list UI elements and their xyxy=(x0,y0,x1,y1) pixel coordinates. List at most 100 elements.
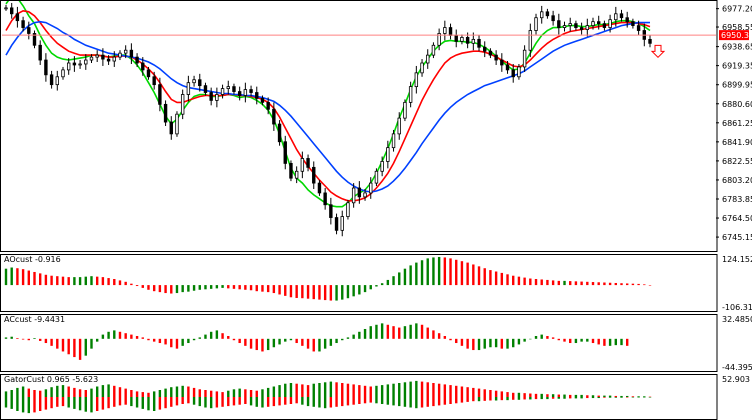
candle-body xyxy=(237,91,242,96)
histogram-bar xyxy=(551,280,555,286)
candle-body xyxy=(44,59,48,76)
histogram-bar xyxy=(56,276,59,286)
histogram-bar xyxy=(409,265,412,286)
histogram-bar xyxy=(4,397,8,408)
histogram-bar xyxy=(534,278,538,286)
histogram-bar xyxy=(614,395,618,397)
histogram-bar xyxy=(95,276,99,286)
candle-body xyxy=(522,49,527,68)
histogram-bar xyxy=(551,394,555,397)
histogram-bar xyxy=(238,285,241,290)
candle-body xyxy=(460,37,464,42)
candle-body xyxy=(38,44,42,61)
histogram-bar xyxy=(563,397,566,399)
candle xyxy=(636,20,641,36)
candle-body xyxy=(346,202,350,217)
candle-body xyxy=(477,38,481,48)
histogram-bar xyxy=(534,336,538,339)
histogram-bar xyxy=(107,397,110,409)
histogram-bar xyxy=(56,397,59,407)
histogram-bar xyxy=(455,338,458,344)
histogram-bar xyxy=(152,285,156,292)
histogram-bar xyxy=(460,338,464,346)
histogram-bar xyxy=(648,397,652,398)
histogram-bar xyxy=(489,338,492,348)
histogram-bar xyxy=(540,334,543,339)
histogram-bar xyxy=(341,397,344,407)
candle-body xyxy=(198,79,202,87)
panel-frame xyxy=(0,0,718,252)
histogram-bar xyxy=(95,386,99,397)
histogram-bar xyxy=(432,330,435,339)
candle-body xyxy=(78,63,82,66)
candle xyxy=(443,20,447,41)
histogram-bar xyxy=(73,277,76,286)
histogram-bar xyxy=(84,390,87,397)
histogram-bar xyxy=(266,387,270,397)
candle xyxy=(483,41,487,58)
ao-panel: AOcust -0.916 124.152 -106.313 xyxy=(4,255,752,312)
panel-frame xyxy=(0,254,718,312)
candle-body xyxy=(175,113,179,135)
candle xyxy=(158,77,162,112)
histogram-bar xyxy=(227,285,230,289)
histogram-bar xyxy=(546,397,549,400)
candle-body xyxy=(300,158,305,172)
histogram-bar xyxy=(147,392,150,397)
histogram-bar xyxy=(608,338,612,346)
histogram-bar xyxy=(597,395,600,397)
histogram-bar xyxy=(358,285,361,295)
candle xyxy=(579,22,584,35)
histogram-bar xyxy=(38,338,42,341)
histogram-bar xyxy=(443,397,447,405)
histogram-bar xyxy=(232,285,236,289)
histogram-bar xyxy=(648,396,652,398)
histogram-bar xyxy=(4,337,8,339)
candle-body xyxy=(272,108,276,125)
candle xyxy=(403,99,407,122)
histogram-bar xyxy=(443,336,447,339)
histogram-bar xyxy=(73,338,76,358)
histogram-bar xyxy=(398,397,401,407)
candle-body xyxy=(129,49,134,58)
histogram-bar xyxy=(586,395,589,397)
histogram-bar xyxy=(483,268,486,286)
ac-axis: 32.4850 -44.3953 xyxy=(722,315,752,372)
histogram-bar xyxy=(358,331,361,339)
histogram-bar xyxy=(529,397,532,400)
candle-body xyxy=(391,133,396,149)
candle xyxy=(277,120,282,146)
candle xyxy=(494,50,498,65)
histogram-bar xyxy=(517,338,521,345)
histogram-bar xyxy=(580,397,583,399)
histogram-bar xyxy=(38,390,42,397)
histogram-bar xyxy=(631,397,635,398)
histogram-bar xyxy=(415,397,418,409)
histogram-bar xyxy=(249,390,253,397)
histogram-bar xyxy=(50,338,53,346)
histogram-bar xyxy=(329,397,333,408)
histogram-bar xyxy=(580,394,583,397)
candle xyxy=(386,140,390,169)
candle-body xyxy=(141,62,145,71)
histogram-bar xyxy=(346,383,350,397)
candle xyxy=(44,53,48,82)
price-tick-label: 6822.55 xyxy=(722,157,752,166)
candle xyxy=(534,13,538,35)
candle-body xyxy=(180,94,185,115)
candle-body xyxy=(289,163,293,179)
histogram-bar xyxy=(170,397,173,407)
histogram-bar xyxy=(375,397,378,404)
histogram-bar xyxy=(10,390,13,397)
histogram-bar xyxy=(523,393,526,397)
histogram-bar xyxy=(16,338,19,339)
price-tick-label: 6861.25 xyxy=(722,119,752,128)
histogram-bar xyxy=(306,397,310,407)
histogram-bar xyxy=(346,337,350,339)
candle xyxy=(340,210,344,237)
histogram-bar xyxy=(33,338,36,339)
histogram-bar xyxy=(227,397,230,407)
histogram-bar xyxy=(318,383,321,397)
candle-body xyxy=(283,141,287,164)
candle xyxy=(95,50,99,63)
